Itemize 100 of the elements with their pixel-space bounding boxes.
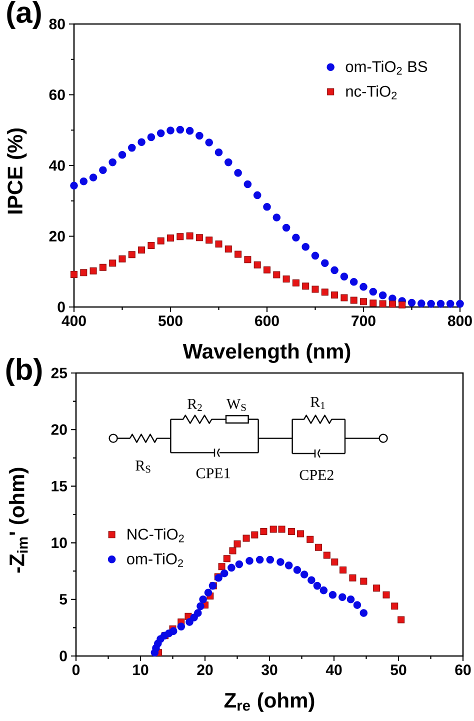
point xyxy=(128,144,136,152)
point xyxy=(417,300,426,308)
point xyxy=(456,300,464,308)
point xyxy=(292,279,300,286)
x-tick-label: 800 xyxy=(448,316,472,326)
point xyxy=(70,182,78,190)
point xyxy=(349,574,356,582)
point xyxy=(360,609,368,617)
point xyxy=(278,526,286,533)
annotation: CPE1 xyxy=(196,468,230,478)
y-tick-label: 0 xyxy=(58,302,65,312)
point xyxy=(80,269,88,276)
point xyxy=(224,245,232,252)
y-tick-label: 60 xyxy=(49,89,65,100)
point xyxy=(215,240,222,248)
point xyxy=(228,564,236,572)
point xyxy=(391,602,398,610)
point xyxy=(320,586,328,594)
point xyxy=(312,286,319,293)
point xyxy=(282,276,290,283)
point xyxy=(369,288,378,296)
point xyxy=(263,202,271,211)
point xyxy=(90,267,97,274)
point xyxy=(311,252,320,260)
point xyxy=(218,563,226,570)
point xyxy=(244,180,252,188)
point xyxy=(220,569,228,578)
y-tick-label: 80 xyxy=(49,18,65,30)
point xyxy=(108,158,116,166)
point xyxy=(302,242,310,251)
point xyxy=(315,544,322,551)
point xyxy=(118,150,126,159)
point xyxy=(148,242,155,249)
point xyxy=(388,300,396,308)
point xyxy=(288,528,295,535)
point xyxy=(242,534,250,542)
y-tick-label: 0 xyxy=(60,650,67,662)
point xyxy=(296,530,304,538)
point xyxy=(224,158,232,166)
point xyxy=(205,138,213,146)
point xyxy=(244,256,252,264)
annotation: R$_{2}$ xyxy=(188,399,202,411)
annotation: CPE2 xyxy=(300,470,334,480)
point xyxy=(254,261,261,268)
point xyxy=(308,576,316,584)
x-tick-label: 50 xyxy=(390,664,406,676)
x-tick-label: 10 xyxy=(133,664,148,676)
point xyxy=(292,234,300,242)
x-tick-label: 30 xyxy=(262,664,278,676)
point xyxy=(177,622,186,630)
x-tick-label: 400 xyxy=(62,316,86,326)
point xyxy=(382,591,390,598)
x-tick-label: 0 xyxy=(72,664,80,676)
annotation: R$_{1}$ xyxy=(310,397,325,409)
point xyxy=(246,557,254,565)
point xyxy=(379,300,386,308)
point xyxy=(398,616,405,624)
point xyxy=(109,260,116,267)
point xyxy=(99,264,106,271)
point xyxy=(128,251,136,258)
point xyxy=(186,232,194,240)
point xyxy=(234,250,242,258)
y-tick-label: 10 xyxy=(52,537,67,548)
point xyxy=(313,582,322,590)
point xyxy=(234,540,241,548)
y-axis-title: IPCE (%) xyxy=(7,128,27,214)
point xyxy=(306,536,314,543)
point xyxy=(157,237,164,244)
point xyxy=(378,291,387,300)
point xyxy=(408,298,416,307)
y-tick-label: 20 xyxy=(49,230,65,242)
point xyxy=(273,271,280,278)
point xyxy=(206,236,213,244)
point xyxy=(340,272,348,280)
point xyxy=(147,133,156,142)
point xyxy=(323,552,330,559)
point xyxy=(330,266,338,274)
point xyxy=(370,300,377,307)
point xyxy=(89,174,98,182)
x-tick-label: 60 xyxy=(455,664,471,676)
point xyxy=(138,138,146,146)
point xyxy=(234,169,242,177)
y-tick-label: 15 xyxy=(52,480,68,492)
point xyxy=(360,578,368,585)
point xyxy=(350,278,358,286)
point xyxy=(99,166,107,174)
legend-label: NC-TiO$_{2}$ xyxy=(128,528,184,542)
point xyxy=(340,566,347,574)
y-tick-label: 5 xyxy=(60,594,68,605)
legend-label: om-TiO$_{2}$ xyxy=(127,553,183,567)
point xyxy=(251,531,258,538)
legend-label: om-TiO$_{2}$ BS xyxy=(346,60,428,75)
point xyxy=(169,627,178,635)
point xyxy=(427,300,435,308)
point xyxy=(156,129,165,138)
point xyxy=(272,214,281,222)
point xyxy=(338,593,346,602)
point xyxy=(328,590,337,599)
point xyxy=(270,526,277,533)
point xyxy=(340,294,348,302)
